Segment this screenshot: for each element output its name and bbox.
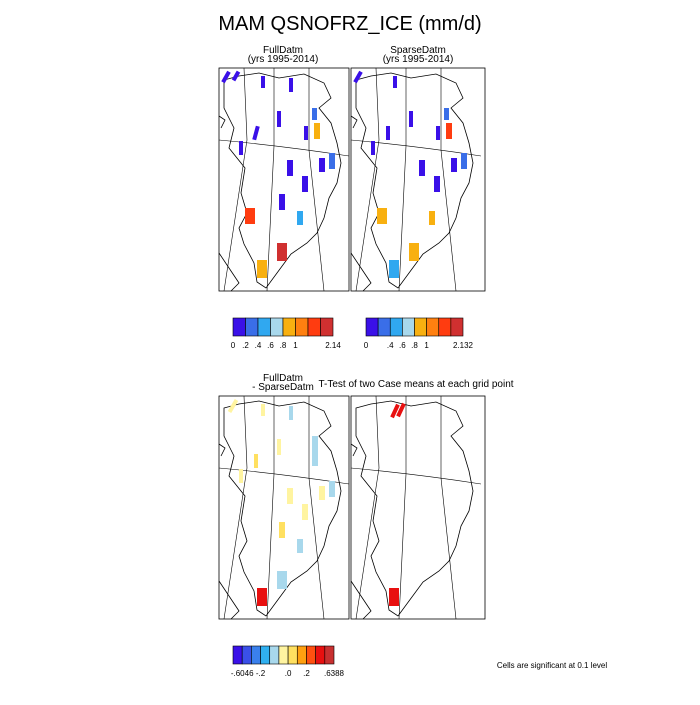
colorbar-box	[270, 317, 284, 337]
colorbar-box	[260, 645, 271, 665]
colorbar-box	[306, 645, 316, 665]
panel-title: FullDatm	[263, 373, 303, 384]
colorbar-label: -.6046	[231, 669, 254, 678]
panel-title: T-Test of two Case means at each grid po…	[318, 379, 513, 390]
colorbar-label: .6388	[324, 669, 345, 678]
colorbar-box	[450, 317, 464, 337]
panel-title: (yrs 1995-2014)	[383, 54, 454, 65]
colorbar-box	[251, 645, 261, 665]
colorbar-box	[414, 317, 427, 337]
panel-title: FullDatm	[263, 45, 303, 56]
colorbar-box	[377, 317, 391, 337]
colorbar-label: 0	[231, 341, 236, 350]
colorbar-box	[295, 317, 309, 337]
colorbar-label: .0	[285, 669, 292, 678]
colorbar-box	[320, 317, 334, 337]
colorbar-box	[389, 317, 403, 337]
colorbar-box	[426, 317, 440, 337]
colorbar-box	[241, 645, 252, 665]
title: MAM QSNOFRZ_ICE (mm/d)	[218, 13, 481, 35]
colorbar-label: .8	[280, 341, 287, 350]
map-panel	[350, 395, 486, 620]
cells	[227, 398, 335, 606]
panel-title: SparseDatm	[390, 45, 446, 56]
colorbar-label: 0	[364, 341, 369, 350]
colorbar-label: .4	[255, 341, 262, 350]
colorbar-box	[365, 317, 379, 337]
colorbar-box	[315, 645, 326, 665]
note: Cells are significant at 0.1 level	[497, 661, 608, 670]
map-panel	[218, 67, 350, 292]
colorbar-box	[278, 645, 289, 665]
colorbar-box	[232, 645, 243, 665]
map-panel	[350, 67, 486, 292]
colorbar-label: 2.132	[453, 341, 474, 350]
colorbar-label: .2	[303, 669, 310, 678]
cells	[389, 402, 406, 606]
colorbar-label: .4	[387, 341, 394, 350]
colorbar-box	[324, 645, 335, 665]
colorbar-box	[269, 645, 280, 665]
colorbar-box	[232, 317, 246, 337]
colorbar-box	[282, 317, 296, 337]
colorbar-label: 1	[424, 341, 429, 350]
colorbar-label: .8	[411, 341, 418, 350]
colorbar-label: 1	[293, 341, 298, 350]
colorbar-box	[257, 317, 271, 337]
colorbar-box	[245, 317, 259, 337]
colorbar-box	[296, 645, 307, 665]
colorbar-label: .6	[399, 341, 406, 350]
colorbar-box	[438, 317, 452, 337]
colorbar-label: .6	[267, 341, 274, 350]
panel-title: (yrs 1995-2014)	[248, 54, 319, 65]
colorbar-box	[287, 645, 298, 665]
panel-title: - SparseDatm	[252, 382, 314, 393]
map-panel	[218, 395, 350, 620]
cells	[221, 70, 335, 278]
colorbar-label: .2	[242, 341, 249, 350]
colorbar-box	[307, 317, 321, 337]
cells	[353, 70, 467, 278]
colorbar-box	[402, 317, 415, 337]
colorbar-label: 2.14	[325, 341, 341, 350]
colorbar-label: -.2	[256, 669, 266, 678]
